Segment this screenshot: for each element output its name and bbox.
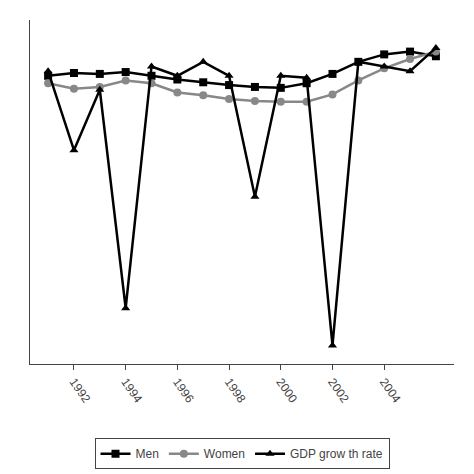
svg-text:Women: Women	[204, 447, 245, 461]
svg-text:Men: Men	[136, 447, 159, 461]
svg-text:1994: 1994	[118, 376, 145, 406]
svg-text:2000: 2000	[273, 376, 300, 406]
svg-text:2004: 2004	[377, 376, 404, 406]
svg-text:1996: 1996	[170, 376, 197, 406]
svg-text:GDP grow th rate: GDP grow th rate	[290, 447, 383, 461]
svg-text:1992: 1992	[67, 376, 94, 406]
svg-text:2002: 2002	[325, 376, 352, 406]
svg-text:1998: 1998	[222, 376, 249, 406]
